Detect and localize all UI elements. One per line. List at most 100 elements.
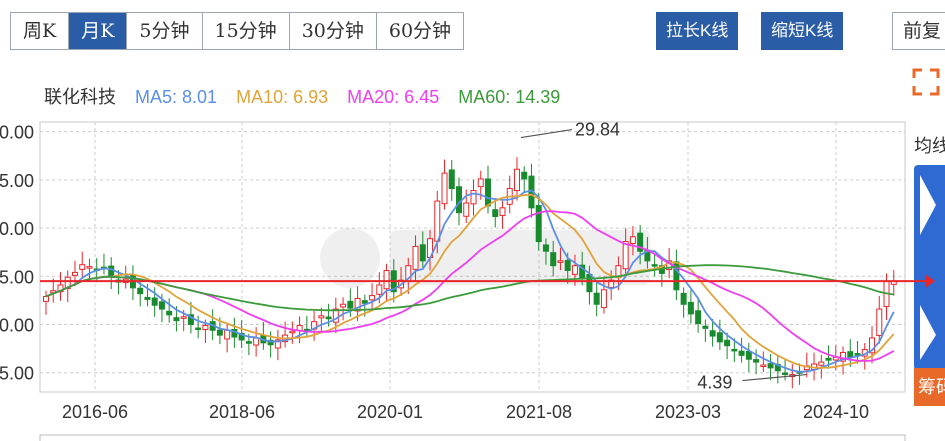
candle-down [695,310,702,325]
lengthen-kline-button[interactable]: 拉长K线 [656,12,739,50]
annotations: 29.84 4.39 [40,120,935,393]
candle-up [622,241,629,270]
candle-down [187,314,194,325]
candle-up [571,265,578,275]
ma10-label: MA10: 6.93 [236,87,329,107]
candle-up [811,363,818,370]
ma-legend: 联化科技 MA5: 8.01 MA10: 6.93 MA20: 6.45 MA6… [44,83,574,109]
side-ma-title: 均线 [914,136,945,156]
candle-down [231,328,238,338]
expand-icon[interactable] [912,68,940,96]
candle-up [71,271,78,276]
candle-up [332,308,339,323]
candle-up [470,189,477,205]
x-axis: 2016-06 2018-06 2020-01 2021-08 2023-03 2024-… [62,402,869,422]
candle-down [825,357,832,361]
tab-60min[interactable]: 60分钟 [388,20,452,42]
candle-down [782,372,789,376]
chart-grid [39,121,906,441]
candle-up [405,265,412,282]
x-tick-label: 2016-06 [62,402,128,422]
candle-up [383,270,390,290]
candle-down [731,348,738,352]
candle-up [274,339,281,349]
candle-up [557,260,564,263]
high-pointer [520,128,573,139]
candle-down [847,351,854,358]
y-axis: 30.00 25.00 20.00 15.00 10.00 5.00 [0,123,34,384]
candle-up [861,349,868,357]
candle-down [238,332,245,341]
candle-up [869,337,876,354]
candle-up [803,365,810,371]
candle-down [651,264,658,267]
candle-down [564,259,571,271]
side-blue-panel[interactable] [914,165,945,370]
tab-5min[interactable]: 5分钟 [127,13,203,49]
candle-up [64,276,71,290]
candle-down [260,334,267,344]
candle-down [716,332,723,343]
low-pointer [742,373,807,382]
candle-up [615,265,622,278]
candle-down [129,274,136,289]
shorten-kline-button[interactable]: 缩短K线 [761,12,844,50]
candle-down [245,341,252,344]
candle-down [680,292,687,305]
candle-up [311,321,318,330]
candle-up [296,324,303,332]
low-label: 4.39 [697,373,732,393]
candle-up [629,236,636,245]
ma60-line [45,264,894,312]
candle-up [412,245,419,270]
candle-up [318,315,325,319]
y-tick-label: 10.00 [0,316,34,336]
tab-monthly[interactable]: 月K [69,13,128,49]
candle-down [216,329,223,336]
candle-up [79,264,86,270]
candle-up [50,290,57,294]
ma20-label: MA20: 6.45 [347,87,440,107]
candle-up [86,266,93,269]
tab-30min[interactable]: 30分钟 [290,13,377,49]
candle-up [608,279,615,288]
candle-up [506,188,513,205]
tab-weekly[interactable]: 周K [11,13,70,49]
y-tick-label: 20.00 [0,219,34,239]
ma60-label: MA60: 14.39 [458,87,561,107]
y-tick-label: 30.00 [0,123,34,143]
candle-down [854,353,861,356]
candle-down [93,268,100,272]
candle-down [137,287,144,295]
candle-up [499,207,506,216]
candle-up [463,202,470,217]
candle-down [195,327,202,331]
candle-up [57,284,64,293]
candle-up [253,337,260,346]
candle-down [484,178,491,207]
candle-down [173,317,180,322]
candle-down [767,363,774,369]
side-arrows-icon [920,175,936,360]
candle-down [521,171,528,180]
candle-up [224,329,231,340]
candle-down [745,351,752,360]
candle-up [354,297,361,312]
adjust-select[interactable]: 前复 [892,12,945,50]
candle-up [789,374,796,378]
candle-down [535,205,542,243]
stock-name: 联化科技 [44,87,116,107]
candle-up [513,168,520,192]
candle-up [477,178,484,188]
chip-button[interactable]: 筹码 [914,368,945,406]
candle-up [282,334,289,343]
candle-down [738,350,745,356]
candle-down [542,244,549,252]
candle-up [369,295,376,301]
candle-up [289,330,296,334]
tab-15min[interactable]: 15分钟 [203,13,290,49]
candle-down [579,264,586,279]
candle-down [702,325,709,329]
ma20-line [45,210,895,362]
